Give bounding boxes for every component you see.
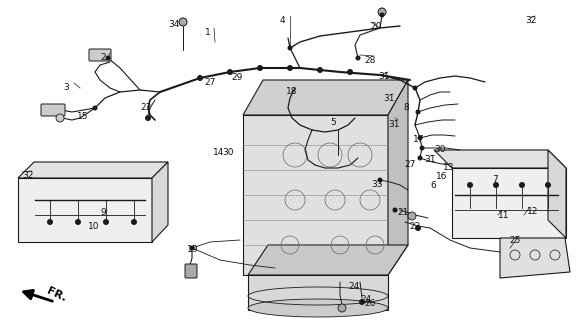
Text: 7: 7 bbox=[492, 175, 498, 184]
Circle shape bbox=[317, 67, 323, 73]
Circle shape bbox=[131, 219, 137, 225]
Circle shape bbox=[359, 299, 365, 305]
Circle shape bbox=[75, 219, 81, 225]
Text: 5: 5 bbox=[330, 118, 336, 127]
Text: 16: 16 bbox=[436, 172, 448, 181]
Polygon shape bbox=[248, 275, 388, 310]
Text: 29: 29 bbox=[231, 73, 242, 82]
Circle shape bbox=[355, 55, 361, 60]
Text: 32: 32 bbox=[22, 171, 33, 180]
Circle shape bbox=[415, 225, 421, 231]
Polygon shape bbox=[548, 150, 566, 238]
Text: 1: 1 bbox=[205, 28, 211, 37]
Circle shape bbox=[106, 55, 111, 60]
Polygon shape bbox=[243, 80, 408, 115]
Circle shape bbox=[56, 114, 64, 122]
Text: 31: 31 bbox=[378, 72, 389, 81]
Circle shape bbox=[257, 65, 263, 71]
Polygon shape bbox=[248, 245, 408, 275]
FancyBboxPatch shape bbox=[41, 104, 65, 116]
Text: 31: 31 bbox=[383, 94, 395, 103]
Text: 15: 15 bbox=[77, 112, 88, 121]
Circle shape bbox=[227, 69, 233, 75]
Circle shape bbox=[413, 85, 418, 91]
Text: 30: 30 bbox=[434, 145, 445, 154]
Polygon shape bbox=[434, 150, 566, 168]
FancyBboxPatch shape bbox=[185, 264, 197, 278]
Circle shape bbox=[197, 75, 203, 81]
Text: 9: 9 bbox=[100, 208, 106, 217]
Circle shape bbox=[418, 135, 422, 140]
Circle shape bbox=[189, 245, 194, 251]
Text: 33: 33 bbox=[371, 180, 383, 189]
Circle shape bbox=[408, 212, 416, 220]
Text: 22: 22 bbox=[409, 222, 420, 231]
Polygon shape bbox=[18, 162, 168, 178]
Text: 14: 14 bbox=[213, 148, 224, 157]
Text: 31: 31 bbox=[388, 120, 399, 129]
Circle shape bbox=[47, 219, 53, 225]
Text: 13: 13 bbox=[443, 163, 455, 172]
Text: 11: 11 bbox=[498, 211, 509, 220]
Polygon shape bbox=[500, 238, 570, 278]
Circle shape bbox=[380, 12, 384, 18]
Circle shape bbox=[287, 65, 293, 71]
Circle shape bbox=[467, 182, 473, 188]
Circle shape bbox=[392, 207, 398, 212]
Text: 12: 12 bbox=[527, 207, 538, 216]
Text: 23: 23 bbox=[140, 103, 151, 112]
Polygon shape bbox=[18, 178, 152, 242]
FancyBboxPatch shape bbox=[89, 49, 111, 61]
Text: 21: 21 bbox=[397, 208, 409, 217]
Text: 34: 34 bbox=[168, 20, 179, 29]
Circle shape bbox=[419, 146, 425, 150]
Polygon shape bbox=[388, 80, 408, 275]
Text: 24: 24 bbox=[348, 282, 359, 291]
Text: 27: 27 bbox=[204, 78, 215, 87]
Text: 28: 28 bbox=[364, 56, 376, 65]
Text: 8: 8 bbox=[403, 103, 409, 112]
Ellipse shape bbox=[248, 299, 388, 317]
Text: 2: 2 bbox=[100, 53, 106, 62]
Text: 25: 25 bbox=[509, 236, 520, 245]
Text: 30: 30 bbox=[222, 148, 234, 157]
Polygon shape bbox=[452, 168, 566, 238]
Text: 19: 19 bbox=[187, 245, 198, 254]
Text: 24: 24 bbox=[360, 295, 371, 304]
Circle shape bbox=[418, 156, 422, 161]
Circle shape bbox=[287, 45, 293, 51]
Text: 10: 10 bbox=[88, 222, 99, 231]
Polygon shape bbox=[152, 162, 168, 242]
Text: 18: 18 bbox=[286, 87, 298, 96]
Text: FR.: FR. bbox=[45, 286, 68, 304]
Circle shape bbox=[378, 8, 386, 16]
Text: 6: 6 bbox=[430, 181, 436, 190]
Circle shape bbox=[545, 182, 551, 188]
Text: 20: 20 bbox=[370, 22, 381, 31]
Circle shape bbox=[519, 182, 525, 188]
Circle shape bbox=[179, 18, 187, 26]
Text: 31: 31 bbox=[424, 155, 436, 164]
Circle shape bbox=[493, 182, 499, 188]
Circle shape bbox=[377, 178, 383, 182]
Text: 32: 32 bbox=[525, 16, 537, 25]
Circle shape bbox=[338, 304, 346, 312]
Circle shape bbox=[415, 109, 421, 115]
Circle shape bbox=[92, 106, 98, 110]
Circle shape bbox=[103, 219, 109, 225]
Text: 17: 17 bbox=[413, 135, 425, 144]
Polygon shape bbox=[243, 115, 388, 275]
Text: 26: 26 bbox=[364, 299, 376, 308]
Text: 27: 27 bbox=[404, 160, 415, 169]
Text: 3: 3 bbox=[63, 83, 69, 92]
Circle shape bbox=[347, 69, 353, 75]
Circle shape bbox=[145, 115, 151, 121]
Text: 4: 4 bbox=[280, 16, 286, 25]
